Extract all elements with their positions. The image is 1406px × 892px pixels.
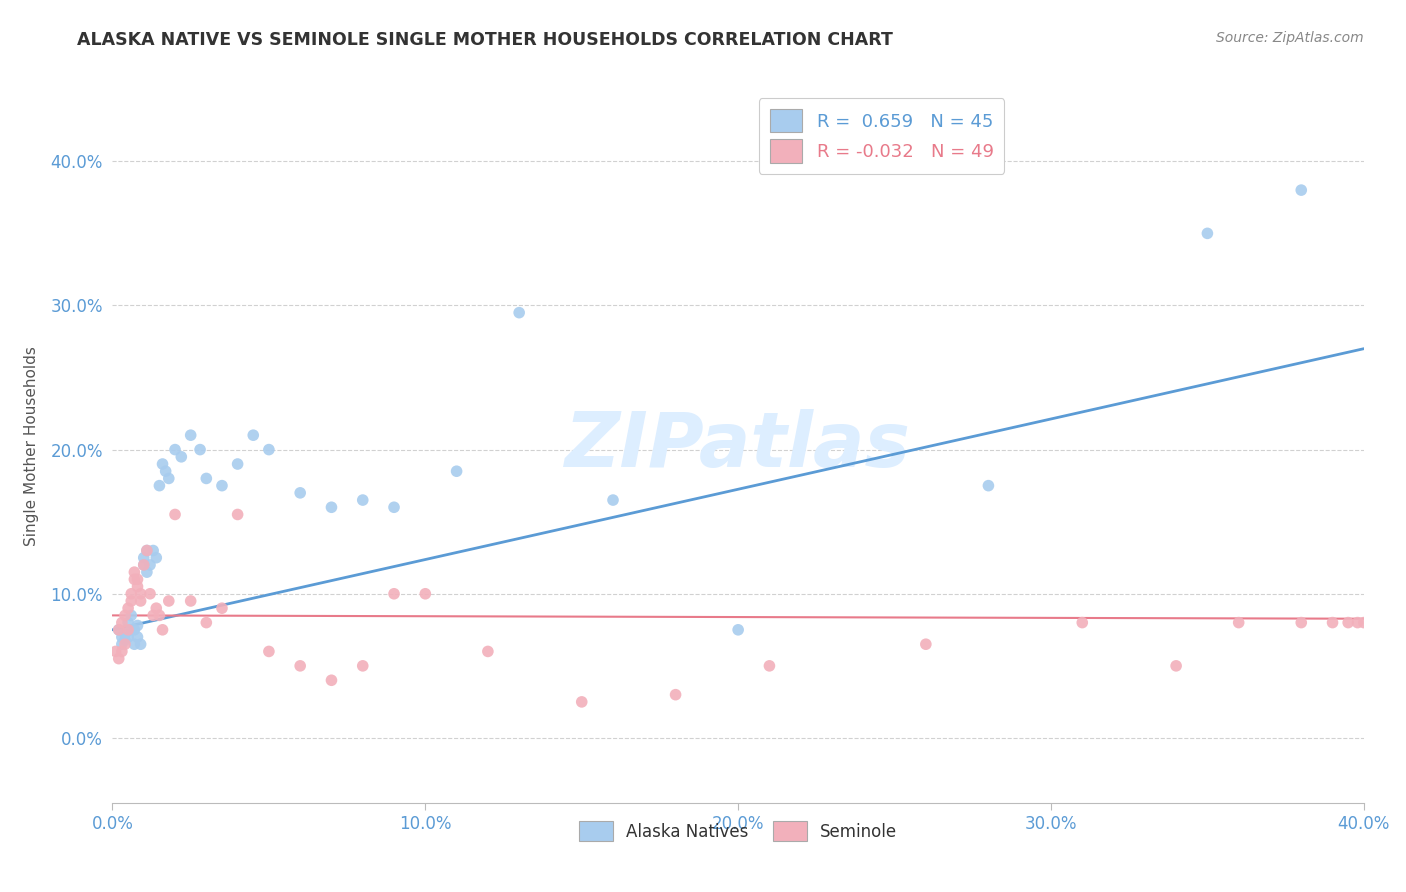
Point [145,550,167,565]
Point [1347,615,1369,630]
Point [415,587,437,601]
Point [321,500,343,515]
Point [127,630,149,644]
Point [226,508,249,522]
Point [727,623,749,637]
Point [145,601,167,615]
Point [114,608,136,623]
Point [107,623,129,637]
Point [226,457,249,471]
Point [129,587,152,601]
Point [1291,615,1313,630]
Point [180,428,202,442]
Point [135,543,157,558]
Point [129,594,152,608]
Point [290,486,312,500]
Point [148,608,170,623]
Point [163,508,186,522]
Point [152,457,174,471]
Point [139,587,162,601]
Point [157,471,180,485]
Point [135,543,157,558]
Point [132,558,155,572]
Point [114,627,136,641]
Point [211,478,233,492]
Point [321,673,343,688]
Point [132,550,155,565]
Point [135,565,157,579]
Point [139,558,162,572]
Point [170,450,193,464]
Point [571,695,593,709]
Point [142,543,165,558]
Point [152,623,174,637]
Point [257,644,280,658]
Point [977,478,1000,492]
Point [188,442,211,457]
Point [127,580,149,594]
Point [211,601,233,615]
Y-axis label: Single Mother Households: Single Mother Households [24,346,39,546]
Text: ZIPatlas: ZIPatlas [565,409,911,483]
Point [111,630,134,644]
Point [124,572,146,586]
Point [382,500,405,515]
Point [120,594,142,608]
Legend: Alaska Natives, Seminole: Alaska Natives, Seminole [572,814,904,848]
Point [1322,615,1344,630]
Point [117,623,139,637]
Point [120,623,142,637]
Point [1227,615,1250,630]
Point [290,658,312,673]
Point [117,601,139,615]
Point [129,637,152,651]
Point [117,615,139,630]
Point [1197,227,1219,241]
Point [195,471,218,485]
Text: ALASKA NATIVE VS SEMINOLE SINGLE MOTHER HOUSEHOLDS CORRELATION CHART: ALASKA NATIVE VS SEMINOLE SINGLE MOTHER … [77,31,893,49]
Point [758,658,780,673]
Point [352,493,374,508]
Point [180,594,202,608]
Point [120,608,142,623]
Point [1291,183,1313,197]
Point [114,637,136,651]
Point [1353,615,1375,630]
Point [382,587,405,601]
Point [120,587,142,601]
Point [127,618,149,632]
Point [163,442,186,457]
Point [124,637,146,651]
Point [124,623,146,637]
Point [111,615,134,630]
Point [155,464,177,478]
Point [477,644,499,658]
Point [148,478,170,492]
Point [124,565,146,579]
Point [132,558,155,572]
Point [117,630,139,644]
Point [142,608,165,623]
Point [195,615,218,630]
Point [104,644,127,658]
Point [111,637,134,651]
Point [1166,658,1188,673]
Point [127,572,149,586]
Point [1337,615,1360,630]
Point [446,464,468,478]
Point [107,623,129,637]
Point [114,632,136,647]
Point [242,428,264,442]
Point [602,493,624,508]
Point [352,658,374,673]
Point [107,651,129,665]
Point [157,594,180,608]
Point [664,688,686,702]
Point [257,442,280,457]
Point [111,644,134,658]
Point [508,306,530,320]
Point [1071,615,1094,630]
Text: Source: ZipAtlas.com: Source: ZipAtlas.com [1216,31,1364,45]
Point [915,637,938,651]
